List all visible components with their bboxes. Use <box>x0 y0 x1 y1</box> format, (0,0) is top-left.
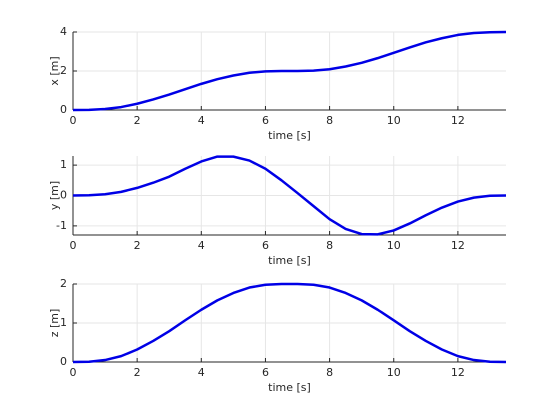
y-tick-label: -1 <box>56 219 67 232</box>
x-tick-label: 10 <box>387 366 401 379</box>
x-axis-label: time [s] <box>268 129 311 142</box>
x-tick-label: 10 <box>387 114 401 127</box>
x-tick-label: 6 <box>262 366 269 379</box>
y-tick-label: 0 <box>60 189 67 202</box>
x-tick-label: 4 <box>198 239 205 252</box>
x-tick-label: 6 <box>262 239 269 252</box>
x-axis-label: time [s] <box>268 381 311 394</box>
x-tick-label: 12 <box>451 239 465 252</box>
y-tick-label: 2 <box>60 64 67 77</box>
y-tick-label: 4 <box>60 25 67 38</box>
x-tick-label: 10 <box>387 239 401 252</box>
x-tick-label: 2 <box>134 114 141 127</box>
x-tick-label: 2 <box>134 239 141 252</box>
x-tick-label: 12 <box>451 366 465 379</box>
x-tick-label: 4 <box>198 366 205 379</box>
y-tick-label: 2 <box>60 277 67 290</box>
y-axis-label: z [m] <box>48 309 61 338</box>
x-tick-label: 6 <box>262 114 269 127</box>
data-line <box>72 155 507 236</box>
y-tick-label: 0 <box>60 355 67 368</box>
x-tick-label: 8 <box>326 239 333 252</box>
x-tick-label: 8 <box>326 366 333 379</box>
data-line <box>72 282 507 364</box>
y-axis-label: y [m] <box>48 181 61 210</box>
y-axis-label: x [m] <box>48 56 61 85</box>
y-tick-label: 0 <box>60 103 67 116</box>
x-tick-label: 12 <box>451 114 465 127</box>
x-tick-label: 0 <box>70 239 77 252</box>
x-tick-label: 0 <box>70 114 77 127</box>
x-tick-label: 4 <box>198 114 205 127</box>
x-axis-label: time [s] <box>268 254 311 267</box>
y-tick-label: 1 <box>60 316 67 329</box>
x-tick-label: 8 <box>326 114 333 127</box>
y-tick-label: 1 <box>60 158 67 171</box>
data-line <box>72 30 507 112</box>
x-tick-label: 2 <box>134 366 141 379</box>
x-tick-label: 0 <box>70 366 77 379</box>
